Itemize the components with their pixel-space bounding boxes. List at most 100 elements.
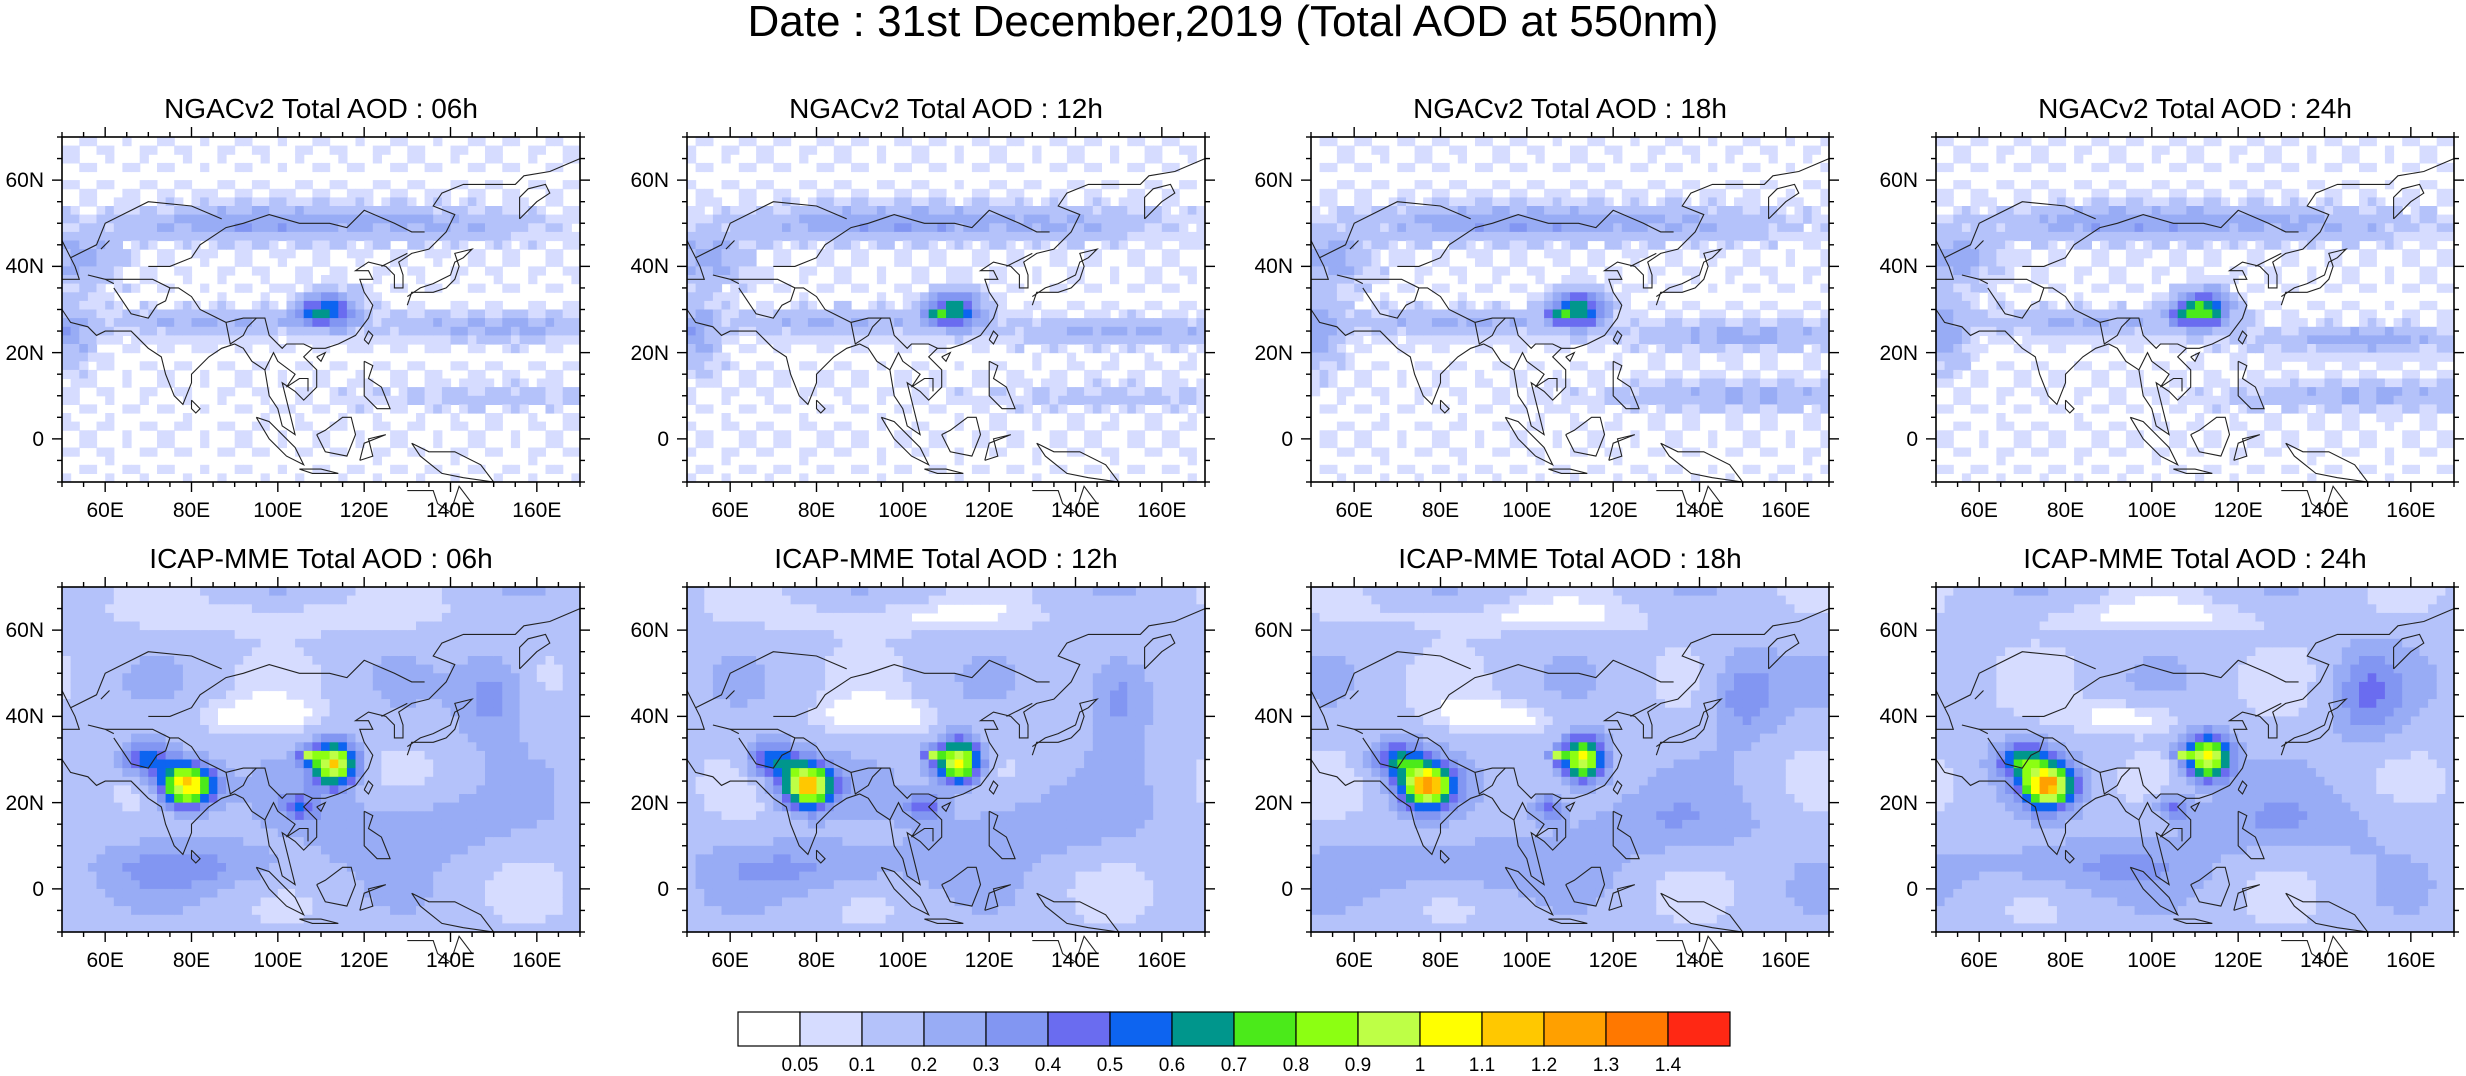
panel-title: NGACv2 Total AOD : 24h [1895, 95, 2466, 123]
lat-tick-label: 20N [1874, 343, 1918, 364]
colorbar-label: 0.9 [1323, 1056, 1393, 1075]
lon-tick-label: 100E [238, 950, 318, 971]
lon-tick-label: 100E [2112, 950, 2192, 971]
lat-tick-label: 20N [625, 343, 669, 364]
colorbar-swatch [1482, 1012, 1544, 1046]
lon-tick-label: 140E [2285, 500, 2365, 521]
lon-tick-label: 80E [1401, 950, 1481, 971]
lon-tick-label: 100E [1487, 500, 1567, 521]
lon-tick-label: 120E [324, 950, 404, 971]
lat-tick-label: 40N [0, 256, 44, 277]
lon-tick-label: 60E [1939, 950, 2019, 971]
lon-tick-label: 60E [690, 500, 770, 521]
lat-tick-label: 60N [1249, 170, 1293, 191]
panel-title: NGACv2 Total AOD : 18h [1270, 95, 1870, 123]
lat-tick-label: 20N [1874, 793, 1918, 814]
colorbar-label: 0.05 [765, 1056, 835, 1075]
colorbar-label: 1.1 [1447, 1056, 1517, 1075]
lon-tick-label: 120E [1573, 950, 1653, 971]
lon-tick-label: 140E [1036, 950, 1116, 971]
lat-tick-label: 0 [625, 429, 669, 450]
colorbar-swatch [1668, 1012, 1730, 1046]
colorbar-swatch [862, 1012, 924, 1046]
map-panel-ngac-06 [52, 127, 590, 512]
colorbar-swatch [800, 1012, 862, 1046]
lat-tick-label: 0 [1874, 879, 1918, 900]
lat-tick-label: 40N [1874, 706, 1918, 727]
colorbar-label: 0.4 [1013, 1056, 1083, 1075]
lat-tick-label: 0 [0, 429, 44, 450]
lat-tick-label: 0 [1249, 429, 1293, 450]
colorbar-label: 1.4 [1633, 1056, 1703, 1075]
lon-tick-label: 60E [1314, 500, 1394, 521]
colorbar-label: 0.7 [1199, 1056, 1269, 1075]
lon-tick-label: 100E [863, 950, 943, 971]
panel-title: NGACv2 Total AOD : 12h [646, 95, 1246, 123]
lat-tick-label: 20N [1249, 793, 1293, 814]
colorbar-swatch [1296, 1012, 1358, 1046]
lon-tick-label: 140E [1036, 500, 1116, 521]
lon-tick-label: 100E [1487, 950, 1567, 971]
lat-tick-label: 0 [1249, 879, 1293, 900]
colorbar [738, 1012, 1730, 1046]
aod-field [687, 137, 1206, 483]
lon-tick-label: 60E [690, 950, 770, 971]
colorbar-swatch [738, 1012, 800, 1046]
aod-field [1936, 587, 2455, 933]
lon-tick-label: 100E [238, 500, 318, 521]
panel-title: ICAP-MME Total AOD : 12h [646, 545, 1246, 573]
lon-tick-label: 60E [65, 500, 145, 521]
aod-field [1311, 587, 1830, 933]
lon-tick-label: 80E [152, 500, 232, 521]
panel-title: ICAP-MME Total AOD : 06h [21, 545, 621, 573]
lon-tick-label: 60E [65, 950, 145, 971]
lat-tick-label: 20N [625, 793, 669, 814]
lat-tick-label: 20N [1249, 343, 1293, 364]
figure-title: Date : 31st December,2019 (Total AOD at … [0, 0, 2466, 44]
aod-field [62, 137, 581, 483]
lat-tick-label: 60N [0, 170, 44, 191]
aod-field [1311, 137, 1830, 483]
colorbar-swatch [1544, 1012, 1606, 1046]
lat-tick-label: 40N [1249, 706, 1293, 727]
lon-tick-label: 60E [1314, 950, 1394, 971]
lon-tick-label: 100E [2112, 500, 2192, 521]
panel-title: ICAP-MME Total AOD : 24h [1895, 545, 2466, 573]
colorbar-swatch [1110, 1012, 1172, 1046]
lon-tick-label: 120E [1573, 500, 1653, 521]
lon-tick-label: 140E [1660, 500, 1740, 521]
colorbar-swatch [1234, 1012, 1296, 1046]
colorbar-swatch [1420, 1012, 1482, 1046]
lon-tick-label: 80E [777, 500, 857, 521]
lat-tick-label: 40N [625, 706, 669, 727]
lon-tick-label: 160E [2371, 950, 2451, 971]
lat-tick-label: 20N [0, 793, 44, 814]
lon-tick-label: 100E [863, 500, 943, 521]
lon-tick-label: 160E [1122, 950, 1202, 971]
lon-tick-label: 160E [1746, 950, 1826, 971]
lon-tick-label: 140E [2285, 950, 2365, 971]
map-panel-ngac-12 [677, 127, 1215, 512]
lon-tick-label: 160E [1122, 500, 1202, 521]
lat-tick-label: 40N [1874, 256, 1918, 277]
map-panel-icap-06 [52, 577, 590, 962]
colorbar-swatch [1048, 1012, 1110, 1046]
lat-tick-label: 0 [0, 879, 44, 900]
lon-tick-label: 80E [777, 950, 857, 971]
lat-tick-label: 60N [1249, 620, 1293, 641]
lon-tick-label: 120E [2198, 500, 2278, 521]
lat-tick-label: 40N [1249, 256, 1293, 277]
aod-field [62, 587, 581, 933]
lon-tick-label: 160E [1746, 500, 1826, 521]
colorbar-label: 0.3 [951, 1056, 1021, 1075]
lon-tick-label: 80E [1401, 500, 1481, 521]
lat-tick-label: 40N [0, 706, 44, 727]
lat-tick-label: 0 [625, 879, 669, 900]
colorbar-label: 0.8 [1261, 1056, 1331, 1075]
colorbar-swatch [986, 1012, 1048, 1046]
colorbar-label: 1 [1385, 1056, 1455, 1075]
colorbar-swatch [924, 1012, 986, 1046]
lon-tick-label: 80E [2026, 500, 2106, 521]
lat-tick-label: 60N [625, 170, 669, 191]
